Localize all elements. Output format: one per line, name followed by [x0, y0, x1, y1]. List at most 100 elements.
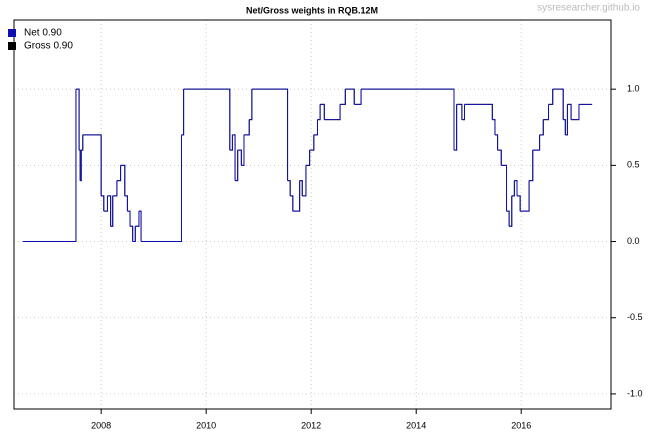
line-step [80, 150, 82, 182]
line-step [138, 210, 142, 242]
line-step [292, 180, 301, 212]
y-tick-label: -1.0 [627, 388, 643, 398]
line-step [309, 134, 315, 151]
line-step [124, 195, 128, 212]
line-step [571, 104, 580, 121]
line-step [112, 180, 118, 197]
legend-label: Net 0.90 [24, 28, 62, 39]
line-step [456, 103, 463, 120]
line-step [251, 88, 289, 181]
y-tick-label: 0.5 [627, 160, 640, 170]
line-step [101, 195, 105, 212]
line-step [302, 165, 307, 197]
line-step [532, 134, 541, 151]
line-step [543, 104, 550, 121]
line-step [509, 195, 513, 227]
line-step [110, 195, 114, 227]
line-step [552, 88, 564, 120]
line-step [520, 180, 530, 212]
line-step [514, 180, 518, 196]
line-step [112, 180, 118, 197]
chart-title: Net/Gross weights in RQB.12M [246, 5, 378, 15]
line-step [287, 180, 291, 196]
line-step [243, 119, 250, 136]
line-step [249, 89, 253, 121]
line-step [539, 119, 544, 136]
line-step [361, 88, 455, 151]
line-step [345, 88, 355, 105]
y-tick-label: 0.0 [627, 236, 640, 246]
line-step [454, 104, 458, 151]
line-step [251, 88, 289, 181]
line-step [299, 180, 303, 196]
line-step [241, 134, 245, 166]
line-step [548, 89, 554, 105]
line-step [130, 225, 134, 242]
x-tick-label: 2016 [511, 420, 531, 430]
line-step [181, 89, 185, 136]
legend-swatch [8, 42, 16, 50]
line-step [511, 180, 515, 197]
line-step [361, 88, 455, 151]
line-step [232, 134, 236, 181]
y-tick-label: 1.0 [627, 84, 640, 94]
line-step [492, 119, 496, 135]
line-step [532, 134, 541, 151]
line-step [235, 150, 239, 182]
line-step [567, 103, 572, 120]
x-tick-label: 2014 [406, 420, 426, 430]
line-step [464, 103, 493, 120]
line-step [183, 88, 231, 151]
line-step [354, 89, 362, 105]
line-step [141, 134, 182, 243]
line-step [302, 165, 307, 197]
line-step [340, 89, 346, 105]
line-step [506, 210, 510, 227]
line-step [552, 88, 564, 120]
line-step [571, 104, 580, 121]
line-step [141, 134, 182, 243]
plot-frame [13, 19, 612, 410]
line-step [497, 149, 502, 166]
line-step [75, 88, 80, 151]
x-tick-label: 2010 [196, 420, 216, 430]
line-step [120, 164, 126, 196]
line-step [120, 164, 126, 196]
line-step [116, 165, 122, 182]
line-step [548, 89, 554, 105]
line-step [81, 134, 84, 151]
line-step [237, 149, 242, 166]
line-step [22, 89, 77, 243]
line-step [320, 103, 325, 120]
line-step [517, 195, 521, 212]
line-step [543, 104, 550, 121]
line-step [501, 164, 508, 212]
line-step [290, 195, 294, 212]
line-step [497, 149, 502, 166]
line-step [340, 89, 346, 105]
line-step [317, 104, 321, 121]
legend-label: Gross 0.90 [24, 41, 73, 52]
legend-swatch [8, 29, 16, 37]
line-step [324, 104, 341, 121]
line-step [116, 165, 122, 182]
line-step [494, 134, 499, 151]
line-step [565, 104, 568, 136]
line-step [127, 210, 131, 227]
line-step [456, 103, 463, 120]
line-step [529, 150, 534, 182]
line-step [345, 88, 355, 105]
line-step [320, 103, 325, 120]
line-step [237, 149, 242, 166]
line-step [313, 119, 318, 136]
line-step [79, 149, 81, 181]
line-step [309, 134, 315, 151]
line-step [103, 195, 108, 212]
line-step [229, 134, 233, 151]
line-step [313, 119, 318, 136]
line-step [132, 226, 136, 243]
line-step [103, 195, 108, 212]
line-step [567, 103, 572, 120]
x-tick-label: 2008 [91, 420, 111, 430]
